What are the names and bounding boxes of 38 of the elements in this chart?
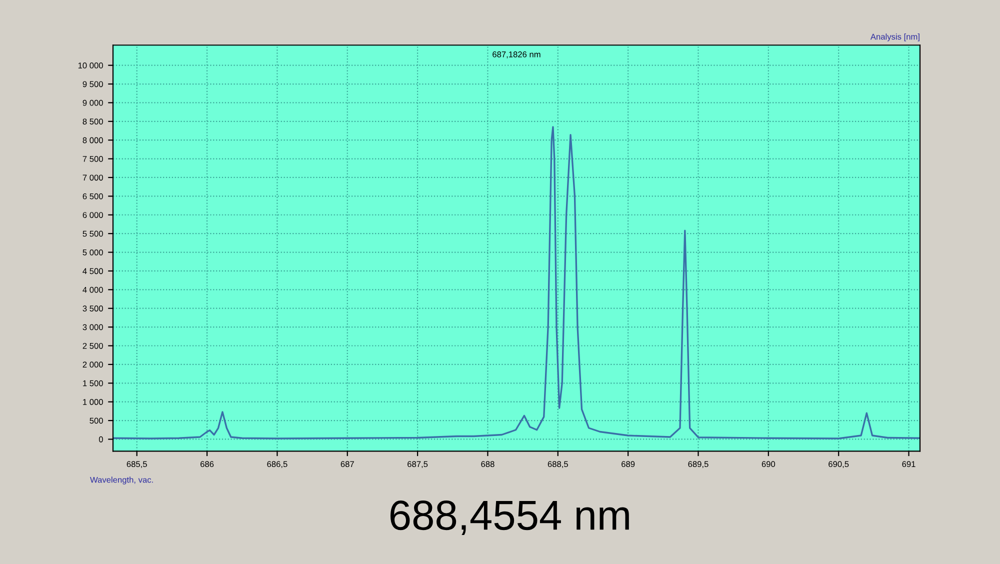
annotation: 687,1826 nm [492, 51, 540, 58]
line-series [113, 126, 920, 440]
y-tick-label: 1 500 [83, 380, 103, 386]
y-tick-label: 8 000 [82, 137, 103, 144]
x-tick-label: 685,5 [126, 461, 147, 468]
y-tick-label: 4 500 [82, 268, 103, 274]
y-tick-label: 3 500 [82, 306, 103, 312]
y-tick-label: 6 000 [82, 212, 103, 218]
y-tick-label: 9 000 [82, 100, 103, 106]
x-tick-label: 688 [481, 461, 494, 468]
x-tick-label: 688,5 [548, 461, 568, 468]
x-tick-label: 687 [340, 461, 354, 468]
y-tick-label: 10 000 [78, 62, 103, 68]
y-tick-label: 5 500 [82, 230, 103, 237]
x-tick-label: 689,5 [688, 461, 708, 468]
x-tick-label: 687,5 [408, 461, 428, 468]
y-tick-label: 2 000 [82, 362, 103, 368]
y-tick-label: 2 500 [82, 342, 103, 349]
y-tick-label: 8 500 [82, 118, 103, 124]
y-tick-label: 7 000 [82, 174, 103, 181]
y-tick-label: 4 000 [82, 286, 103, 293]
x-tick-label: 690,5 [828, 461, 849, 468]
text: 688,4554 nm [390, 500, 629, 535]
text: Wavelength, vac. [90, 476, 153, 484]
x-tick-label: 686,5 [267, 461, 288, 468]
x-tick-label: 691 [902, 461, 916, 468]
y-tick-label: 3 000 [82, 324, 103, 330]
x-tick-label: 689 [622, 461, 635, 468]
x-tick-label: 686 [200, 461, 214, 468]
y-tick-label: 5 000 [82, 249, 103, 256]
y-tick-label: 6 500 [82, 193, 103, 200]
x-tick-label: 690 [762, 461, 776, 468]
y-tick-label: 0 [98, 436, 103, 442]
chart-title: Analysis [nm] [870, 34, 920, 42]
y-tick-label: 500 [90, 418, 103, 424]
y-tick-label: 1 000 [83, 399, 103, 405]
y-tick-label: 9 500 [82, 81, 103, 88]
y-tick-label: 7 500 [82, 156, 103, 162]
